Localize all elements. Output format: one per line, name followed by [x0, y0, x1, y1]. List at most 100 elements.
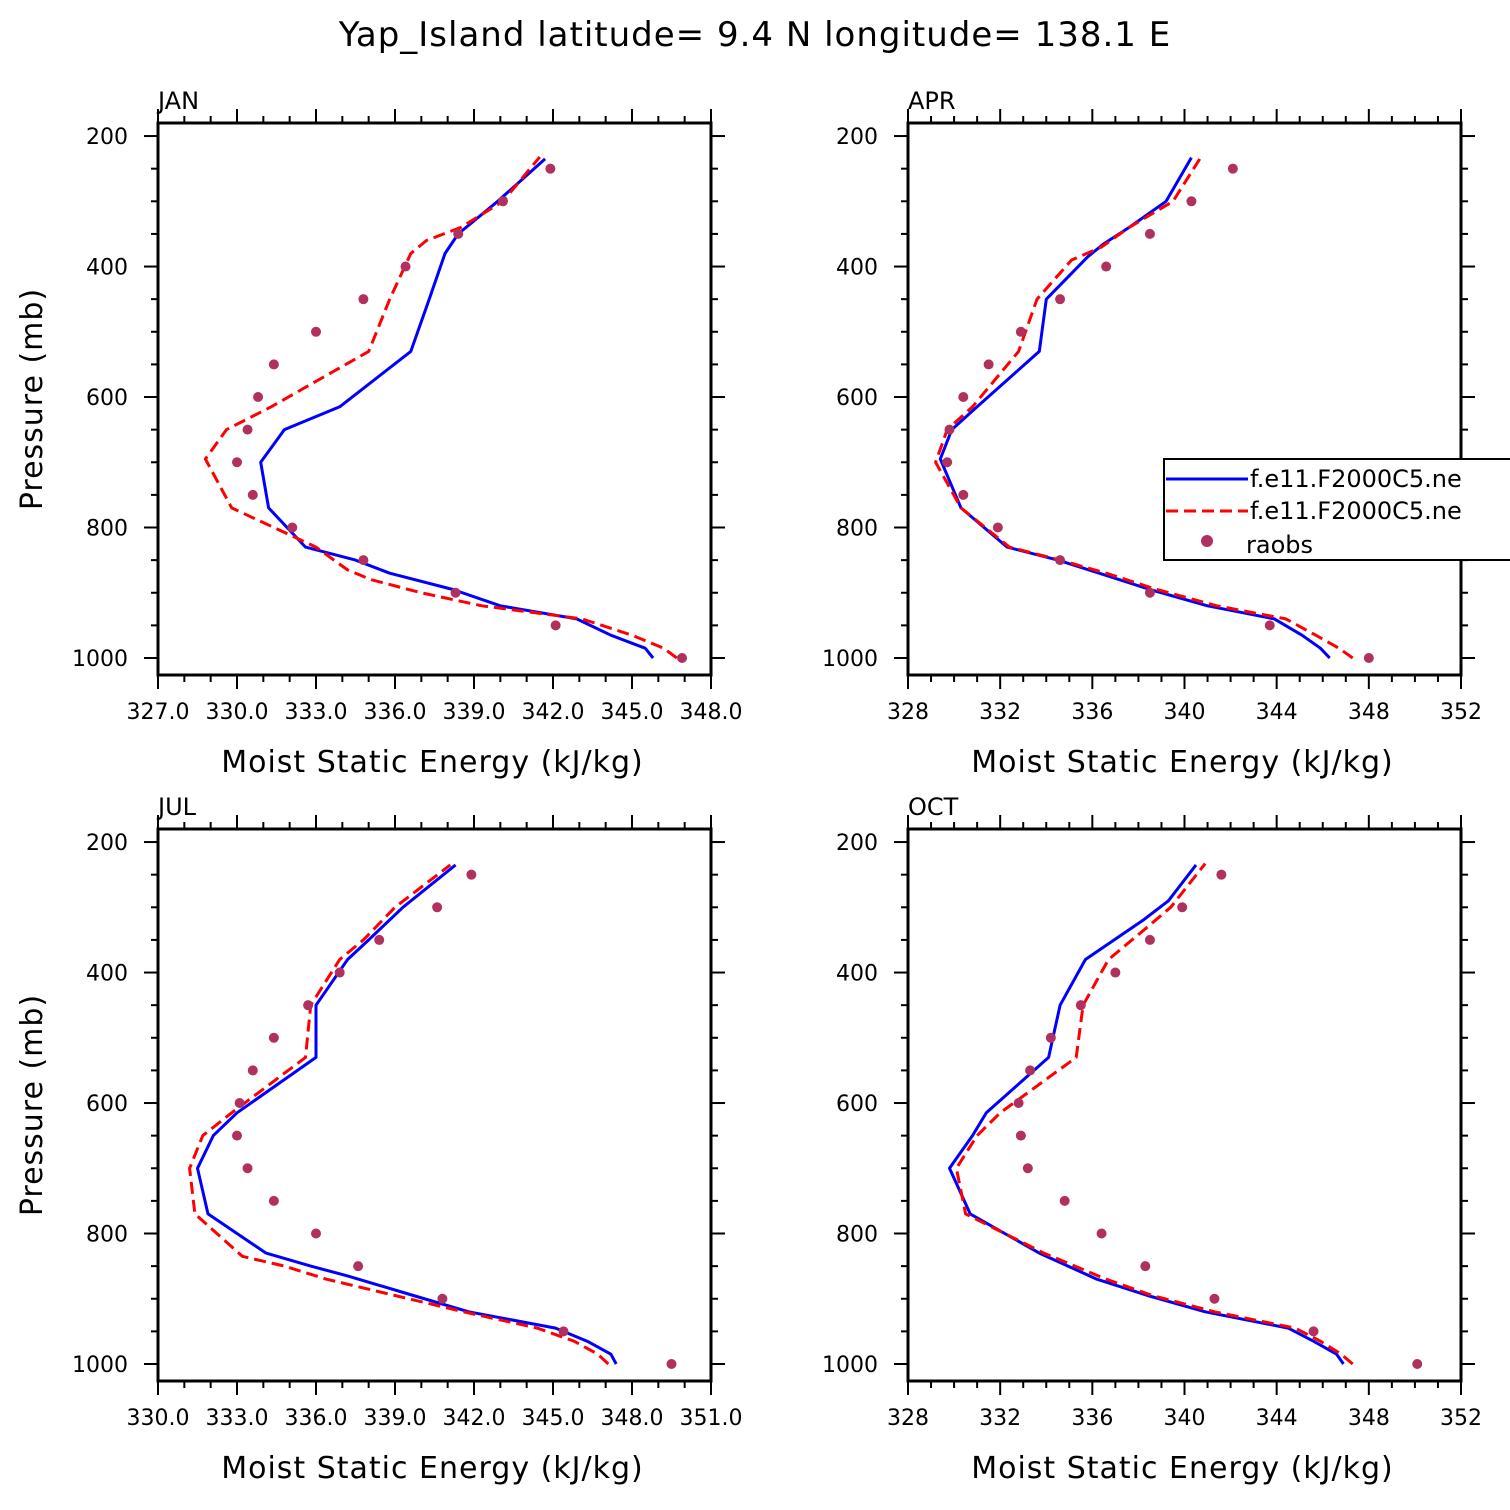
raobs-point	[545, 163, 556, 174]
legend-label: f.e11.F2000C5.ne	[1250, 465, 1462, 493]
x-axis-label: Moist Static Energy (kJ/kg)	[221, 1451, 644, 1486]
x-tick-label: 342.0	[522, 700, 585, 725]
raobs-point	[311, 326, 321, 337]
panel-oct: OCT 328 332 336 340 344 348 352 200 400 600 800 1000…	[822, 793, 1482, 1486]
panel-label: APR	[908, 87, 956, 115]
y-axis-label: Pressure (mb)	[15, 994, 50, 1216]
y-tick-label: 200	[836, 831, 878, 856]
raobs-point	[334, 967, 345, 978]
raobs-point	[942, 457, 953, 468]
raobs-point	[232, 1130, 242, 1141]
raobs-point	[558, 1326, 569, 1337]
raobs-point	[958, 489, 969, 500]
x-tick-label: 339.0	[443, 700, 506, 725]
raobs-point	[232, 457, 242, 468]
x-tick-label: 328	[887, 1406, 929, 1431]
raobs-point	[374, 934, 385, 945]
model-1-line	[196, 863, 618, 1365]
raobs-point	[1045, 1032, 1056, 1043]
raobs-point	[400, 261, 411, 272]
raobs-point	[268, 1032, 279, 1043]
x-tick-label: 348	[1348, 1406, 1390, 1431]
plot-frame	[906, 827, 1463, 1383]
x-tick-label: 328	[887, 700, 929, 725]
raobs-point	[453, 228, 464, 239]
raobs-point	[1264, 620, 1275, 631]
raobs-point	[983, 359, 994, 370]
raobs-point	[268, 359, 279, 370]
x-tick-label: 352	[1440, 700, 1482, 725]
y-tick-label: 200	[86, 831, 128, 856]
raobs-point	[287, 522, 298, 533]
raobs-point	[1055, 555, 1066, 566]
raobs-point	[677, 653, 688, 663]
x-tick-label: 327.0	[127, 700, 190, 725]
raobs-point	[1075, 1000, 1086, 1011]
y-tick-label: 600	[86, 1092, 128, 1117]
x-tick-label: 351.0	[680, 1406, 743, 1431]
raobs-point	[1177, 902, 1188, 913]
x-tick-label: 339.0	[364, 1406, 427, 1431]
y-axis-label: Pressure (mb)	[15, 288, 50, 510]
y-tick-label: 600	[86, 386, 128, 411]
panel-apr: APR 328 332 336 340 344 348 352 200 400 600 800 1000…	[822, 87, 1482, 780]
legend-swatch-raobs	[1201, 535, 1213, 547]
raobs-point	[466, 869, 477, 880]
x-tick-label: 348.0	[680, 700, 743, 725]
raobs-point	[437, 1293, 448, 1304]
model-1-line	[938, 156, 1331, 660]
legend: f.e11.F2000C5.ne f.e11.F2000C5.ne raobs	[1163, 458, 1510, 561]
x-tick-label: 340	[1164, 700, 1206, 725]
model-2-line	[188, 863, 610, 1366]
x-tick-label: 330.0	[127, 1406, 190, 1431]
raobs-point	[358, 294, 369, 305]
raobs-point	[1144, 934, 1155, 945]
raobs-point	[1209, 1293, 1220, 1304]
raobs-point	[1186, 196, 1197, 207]
raobs-point	[1101, 261, 1112, 272]
x-tick-label: 333.0	[206, 1406, 269, 1431]
x-tick-label: 332	[979, 1406, 1021, 1431]
raobs-point	[1015, 1130, 1026, 1141]
y-tick-label: 400	[836, 962, 878, 987]
y-tick-label: 200	[86, 125, 128, 150]
x-tick-label: 336.0	[364, 700, 427, 725]
plot-frame	[156, 121, 713, 677]
x-axis-label: Moist Static Energy (kJ/kg)	[971, 1451, 1394, 1486]
x-tick-label: 348.0	[601, 1406, 664, 1431]
x-tick-label: 345.0	[522, 1406, 585, 1431]
raobs-point	[1363, 653, 1374, 663]
x-tick-label: 348	[1348, 700, 1390, 725]
x-axis-label: Moist Static Energy (kJ/kg)	[971, 745, 1394, 780]
raobs-point	[992, 522, 1003, 533]
y-tick-label: 1000	[822, 1353, 878, 1378]
raobs-point	[358, 555, 369, 566]
panels: JAN 327.0 330.0 333.0 336.0 339.0 342.0 345.0 34…	[15, 87, 1482, 1486]
y-tick-label: 800	[86, 1223, 128, 1248]
x-tick-label: 342.0	[443, 1406, 506, 1431]
x-tick-label: 340	[1164, 1406, 1206, 1431]
raobs-point	[303, 1000, 314, 1011]
raobs-point	[1110, 967, 1121, 978]
x-tick-label: 344	[1256, 1406, 1298, 1431]
x-tick-label: 352	[1440, 1406, 1482, 1431]
x-tick-label: 336.0	[285, 1406, 348, 1431]
y-tick-label: 400	[836, 256, 878, 281]
raobs-point	[432, 902, 443, 913]
y-tick-label: 1000	[72, 1353, 128, 1378]
raobs-point	[666, 1359, 677, 1369]
legend-label: raobs	[1246, 531, 1313, 559]
raobs-point	[1096, 1228, 1107, 1239]
raobs-point	[1140, 1261, 1151, 1272]
raobs-point	[1308, 1326, 1319, 1337]
raobs-point	[242, 424, 253, 435]
raobs-point	[1144, 228, 1155, 239]
raobs-point	[247, 489, 258, 500]
y-tick-label: 200	[836, 125, 878, 150]
raobs-point	[1015, 326, 1026, 337]
legend-box	[1163, 458, 1510, 561]
raobs-point	[353, 1261, 364, 1272]
model-2-line	[954, 862, 1354, 1366]
raobs-point	[242, 1163, 253, 1174]
model-2-line	[934, 156, 1354, 660]
